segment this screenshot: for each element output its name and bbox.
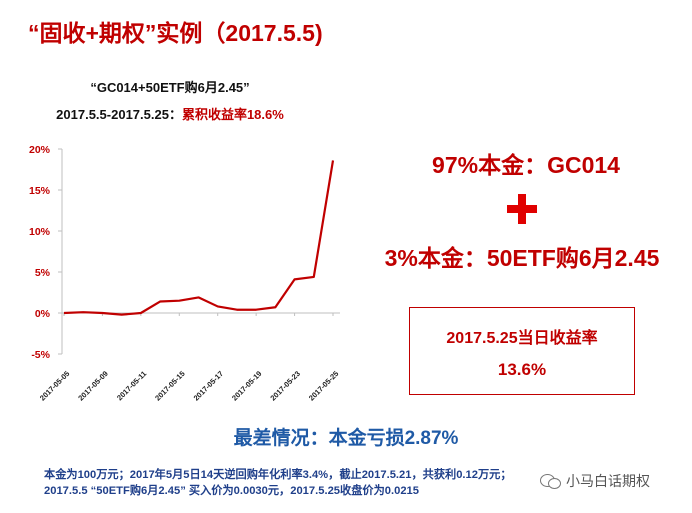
x-tick-label: 2017-05-23	[268, 369, 301, 402]
principal-50etf: 3%本金：50ETF购6月2.45	[384, 245, 660, 271]
x-tick-label: 2017-05-15	[153, 369, 186, 402]
x-tick-label: 2017-05-05	[38, 369, 71, 402]
chart-title: “GC014+50ETF购6月2.45”	[90, 80, 250, 95]
series-line	[63, 160, 335, 316]
note-line-2: 2017.5.5 “50ETF购6月2.45” 买入价为0.0030元，2017…	[44, 485, 419, 497]
y-tick-label: 20%	[29, 144, 51, 156]
return-line-chart: 20%15%10%5%0%-5% 2017-05-05 2017-05-09 201…	[29, 144, 340, 403]
daily-return-value: 13.6%	[497, 360, 547, 379]
chart-subtitle: 2017.5.5-2017.5.25：累积收益率18.6%	[0, 104, 340, 123]
plus-icon	[507, 194, 537, 224]
x-tick-label: 2017-05-11	[115, 369, 148, 402]
y-tick-label: 5%	[35, 267, 51, 279]
series-lines	[63, 160, 335, 316]
daily-return-label: 2017.5.25当日收益率	[446, 330, 598, 347]
y-axis-ticks: 20% 15% 10% 5% 0% -5%	[29, 144, 62, 361]
principal-gc014: 97%本金：GC014	[432, 152, 620, 178]
x-tick-label: 2017-05-09	[76, 369, 109, 402]
x-tick-label: 2017-05-17	[192, 369, 225, 402]
watermark: 小马白话期权	[540, 471, 650, 491]
slide-title: “固收+期权”实例（2017.5.5)	[28, 20, 323, 46]
y-tick-label: 0%	[35, 308, 51, 320]
note-line-1: 本金为100万元；2017年5月5日14天逆回购年化利率3.4%，截止2017.…	[44, 469, 512, 481]
chart-axes	[61, 149, 340, 354]
y-tick-label: -5%	[31, 349, 50, 361]
daily-return-box: 2017.5.25当日收益率 13.6%	[409, 307, 635, 395]
worst-case: 最差情况：本金亏损2.87%	[233, 428, 459, 449]
wechat-icon	[540, 473, 562, 489]
y-tick-label: 10%	[29, 226, 51, 238]
chart-period: 2017.5.5-2017.5.25：	[56, 107, 182, 122]
cumulative-return: 累积收益率18.6%	[181, 107, 284, 122]
x-tick-label: 2017-05-25	[307, 369, 340, 402]
x-axis-ticks: 2017-05-05 2017-05-09 2017-05-11 2017-05-15…	[38, 313, 340, 403]
x-tick-label: 2017-05-19	[230, 369, 263, 402]
watermark-text: 小马白话期权	[566, 473, 650, 489]
y-tick-label: 15%	[29, 185, 51, 197]
